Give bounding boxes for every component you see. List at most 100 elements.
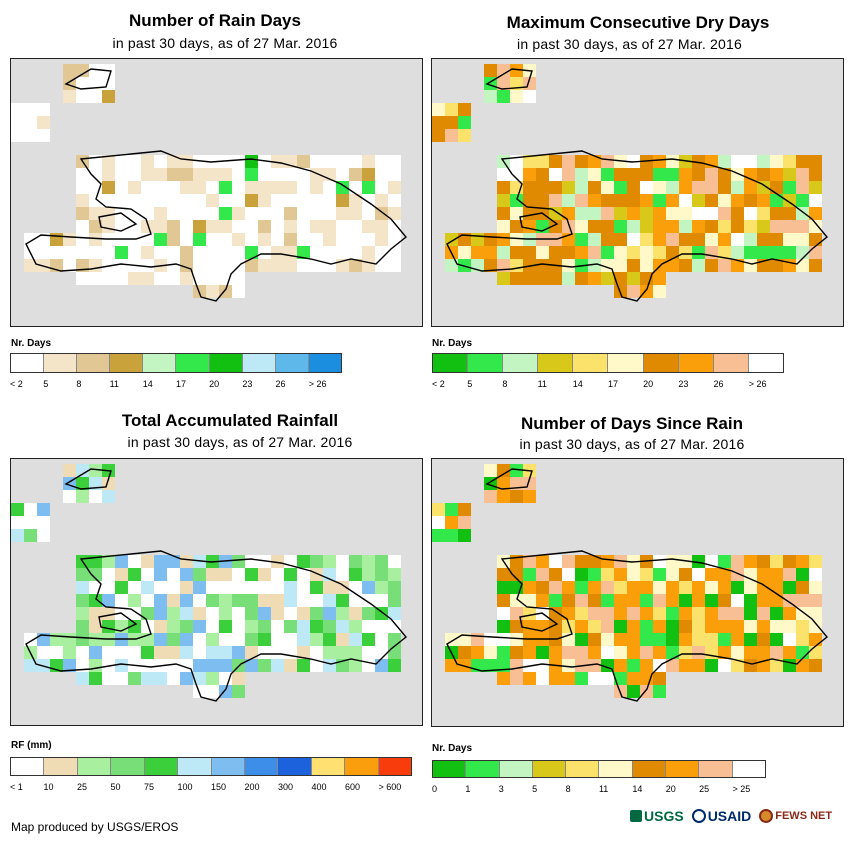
raster-cell: [588, 594, 601, 607]
raster-cell: [783, 607, 796, 620]
raster-cell: [718, 594, 731, 607]
raster-cell: [523, 620, 536, 633]
raster-cell: [258, 646, 271, 659]
raster-cell: [510, 568, 523, 581]
raster-cell: [666, 259, 679, 272]
raster-cell: [640, 194, 653, 207]
raster-cell: [141, 581, 154, 594]
raster-cell: [297, 607, 310, 620]
raster-cell: [89, 233, 102, 246]
raster-cell: [523, 155, 536, 168]
raster-cell: [614, 233, 627, 246]
raster-cell: [783, 568, 796, 581]
raster-cell: [284, 568, 297, 581]
raster-cell: [679, 620, 692, 633]
legend-swatch: [275, 354, 309, 372]
raster-cell: [11, 129, 24, 142]
raster-cell: [180, 207, 193, 220]
raster-cell: [154, 246, 167, 259]
raster-cell: [271, 646, 284, 659]
raster-cell: [458, 503, 471, 516]
raster-cell: [89, 594, 102, 607]
raster-cell: [783, 246, 796, 259]
raster-cell: [375, 555, 388, 568]
raster-cell: [601, 568, 614, 581]
raster-cell: [37, 529, 50, 542]
raster-cell: [627, 285, 640, 298]
raster-cell: [115, 555, 128, 568]
raster-cell: [757, 568, 770, 581]
raster-cell: [679, 259, 692, 272]
raster-cell: [640, 594, 653, 607]
legend-label: 14: [572, 379, 583, 389]
legend-swatch: [503, 354, 539, 372]
raster-cell: [245, 581, 258, 594]
raster-cell: [232, 272, 245, 285]
raster-cell: [63, 246, 76, 259]
raster-cell: [167, 155, 180, 168]
raster-cell: [297, 555, 310, 568]
legend-label: 1: [465, 784, 471, 794]
raster-cell: [523, 272, 536, 285]
raster-cell: [497, 181, 510, 194]
legend-label: 20: [209, 379, 220, 389]
raster-cell: [575, 181, 588, 194]
legend-labels-rainfall: < 1 10 25 50 75 100 150 200 300 400 600 > 600: [10, 782, 420, 792]
raster-cell: [193, 607, 206, 620]
raster-cell: [141, 594, 154, 607]
raster-cell: [180, 555, 193, 568]
raster-cell: [497, 90, 510, 103]
raster-cell: [718, 207, 731, 220]
raster-cell: [76, 672, 89, 685]
raster-cell: [336, 646, 349, 659]
raster-cell: [232, 594, 245, 607]
raster-cell: [193, 272, 206, 285]
raster-cell: [245, 620, 258, 633]
raster-cell: [510, 77, 523, 90]
raster-cell: [770, 581, 783, 594]
raster-cell: [562, 259, 575, 272]
raster-cell: [102, 581, 115, 594]
raster-cell: [362, 233, 375, 246]
raster-cell: [89, 477, 102, 490]
raster-cell: [783, 168, 796, 181]
raster-cell: [323, 181, 336, 194]
raster-cell: [497, 246, 510, 259]
raster-cell: [627, 272, 640, 285]
raster-cell: [154, 220, 167, 233]
raster-cell: [232, 555, 245, 568]
legend-swatch: [643, 354, 679, 372]
raster-cell: [562, 181, 575, 194]
legend-swatch: [632, 761, 667, 777]
raster-cell: [206, 207, 219, 220]
raster-cell: [89, 672, 102, 685]
legend-label: 200: [244, 782, 260, 792]
raster-cell: [783, 555, 796, 568]
raster-cell: [206, 168, 219, 181]
raster-cell: [627, 581, 640, 594]
raster-cell: [219, 207, 232, 220]
raster-cell: [757, 233, 770, 246]
legend-swatch: [433, 354, 469, 372]
raster-cell: [206, 659, 219, 672]
raster-cell: [271, 594, 284, 607]
map-days-since-rain-canvas: [432, 464, 828, 702]
raster-cell: [349, 620, 362, 633]
raster-cell: [692, 194, 705, 207]
raster-cell: [167, 633, 180, 646]
raster-cell: [770, 607, 783, 620]
raster-cell: [796, 246, 809, 259]
legend-swatch: [77, 758, 112, 775]
panel-title-days-since-rain: Number of Days Since Rain: [520, 414, 743, 433]
raster-cell: [271, 181, 284, 194]
raster-cell: [115, 155, 128, 168]
raster-cell: [796, 594, 809, 607]
raster-cell: [484, 246, 497, 259]
raster-cell: [167, 168, 180, 181]
raster-cell: [458, 116, 471, 129]
raster-cell: [640, 685, 653, 698]
raster-cell: [679, 168, 692, 181]
raster-cell: [731, 233, 744, 246]
raster-cell: [458, 246, 471, 259]
raster-cell: [193, 246, 206, 259]
